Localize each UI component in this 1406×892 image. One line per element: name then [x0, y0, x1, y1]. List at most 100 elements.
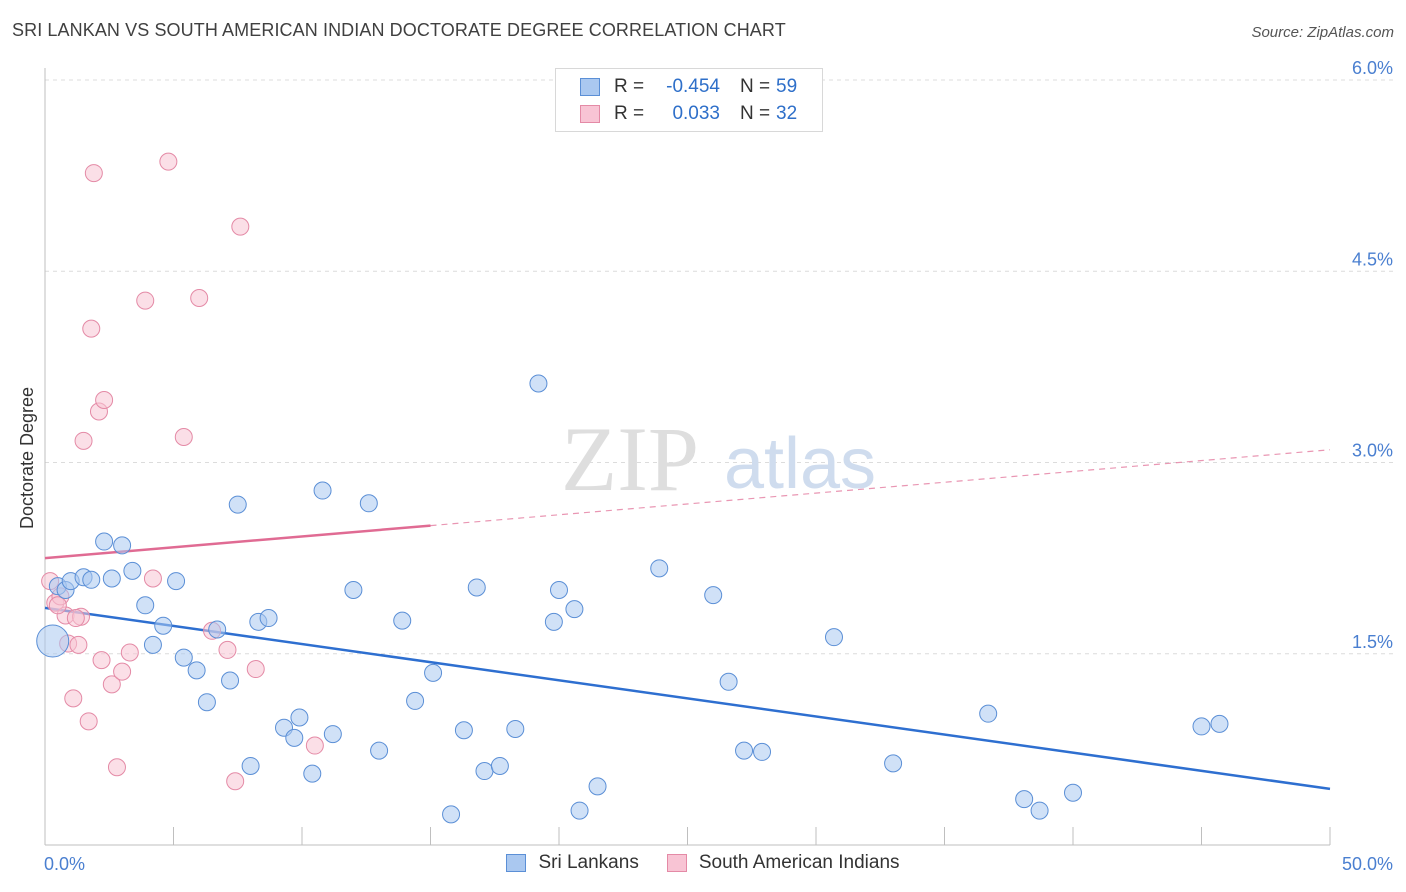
sri-lankan-point: [544, 612, 563, 631]
sri-lankan-point: [506, 719, 525, 738]
sri-lankan-point: [490, 756, 509, 775]
sri-lankan-point: [241, 756, 260, 775]
sri-lankan-point: [82, 570, 101, 589]
x-tick-label-max: 50.0%: [1342, 854, 1393, 874]
sri-lankan-point: [1064, 783, 1082, 802]
legend-row-sri-lankans: R = -0.454 N = 59: [580, 75, 797, 99]
sri-lankan-point: [424, 663, 443, 682]
legend-n-label: N =: [740, 76, 771, 97]
sri-lankan-point: [323, 725, 342, 744]
legend-item-sri-lankans[interactable]: Sri Lankans: [506, 852, 639, 874]
south-american-indian-point: [113, 662, 132, 681]
sri-lankan-point: [228, 495, 247, 514]
x-tick-label-min: 0.0%: [44, 854, 85, 874]
sri-lankan-point: [197, 693, 216, 712]
sri-lankan-point: [102, 569, 121, 588]
sri-lankan-point: [442, 805, 461, 824]
trend-line-dashed: [430, 449, 1331, 527]
sri-lankan-point: [1192, 717, 1211, 736]
sri-lankan-point: [704, 586, 723, 605]
source-label: Source: ZipAtlas.com: [1251, 24, 1394, 41]
sri-lankan-point: [344, 581, 363, 599]
sri-lankan-point: [393, 611, 412, 630]
south-american-indian-point: [69, 635, 88, 654]
sri-lankan-point: [303, 764, 322, 783]
sri-lankan-point: [136, 596, 155, 615]
legend-item-south-american-indians[interactable]: South American Indians: [666, 852, 900, 874]
sri-lankan-point: [113, 536, 132, 555]
sri-lankan-point: [565, 600, 584, 619]
sri-lankan-point: [208, 620, 227, 639]
sri-lankan-point: [753, 742, 772, 761]
south-american-indian-point: [107, 758, 126, 777]
legend-swatch-blue: [506, 854, 527, 872]
y-tick-label: 1.5%: [1352, 632, 1393, 652]
sri-lankan-point: [824, 628, 843, 647]
south-american-indian-point: [174, 428, 193, 446]
y-axis-label: Doctorate Degree: [17, 387, 37, 529]
trend-line-solid: [44, 524, 431, 560]
y-tick-label: 3.0%: [1352, 441, 1393, 461]
south-american-indian-point: [74, 431, 93, 450]
legend-row-south-american-indians: R = 0.033 N = 32: [580, 102, 797, 126]
south-american-indian-point: [79, 712, 98, 731]
sri-lankan-point: [221, 671, 240, 690]
legend-n-value: 59: [776, 76, 798, 97]
sri-lankan-point: [735, 741, 754, 760]
legend-n-value: 32: [776, 103, 798, 124]
sri-lankan-point: [259, 609, 278, 628]
legend-r-value: -0.454: [666, 76, 720, 97]
data-points: [36, 152, 1229, 824]
south-american-indian-point: [136, 291, 155, 310]
south-american-indian-point: [48, 596, 67, 615]
legend-swatch-blue: [580, 78, 600, 96]
trend-line: [44, 606, 1331, 791]
sri-lankan-point: [95, 532, 114, 551]
sri-lankan-point: [313, 481, 332, 500]
sri-lankan-point: [1015, 790, 1034, 809]
chart-title: SRI LANKAN VS SOUTH AMERICAN INDIAN DOCT…: [12, 20, 786, 40]
sri-lankan-point: [979, 704, 998, 723]
sri-lankan-point: [550, 581, 568, 599]
trend-lines: [44, 449, 1331, 791]
sri-lankan-point: [570, 801, 589, 820]
sri-lankan-point: [588, 777, 607, 796]
legend-label: Sri Lankans: [538, 852, 639, 873]
legend-swatch-pink: [580, 105, 600, 123]
y-tick-label: 4.5%: [1352, 249, 1393, 269]
south-american-indian-point: [246, 660, 265, 679]
sri-lankan-point: [290, 708, 309, 727]
sri-lankan-point: [187, 661, 206, 680]
sri-lankan-point: [359, 494, 378, 513]
sri-lankan-point: [154, 616, 173, 635]
watermark-zip: ZIP: [561, 408, 699, 510]
sri-lankan-point: [650, 559, 669, 578]
sri-lankan-point: [370, 741, 389, 760]
south-american-indian-point: [102, 675, 121, 694]
sri-lankan-point: [719, 672, 738, 691]
south-american-indian-point: [66, 609, 85, 628]
sri-lankan-point: [1210, 714, 1229, 733]
south-american-indian-point: [226, 772, 245, 791]
legend-r-label: R =: [614, 76, 645, 97]
south-american-indian-point: [305, 736, 324, 755]
sri-lankan-point: [467, 578, 486, 597]
sri-lankan-point: [174, 648, 193, 667]
sri-lankan-point: [529, 374, 548, 393]
sri-lankan-point: [454, 721, 473, 740]
south-american-indian-point: [64, 689, 83, 708]
stats-legend: R = -0.454 N = 59 R = 0.033 N = 32: [555, 68, 823, 132]
south-american-indian-point: [190, 289, 209, 308]
watermark-atlas: atlas: [724, 424, 876, 504]
sri-lankan-point: [167, 572, 186, 591]
sri-lankan-point: [285, 728, 304, 747]
sri-lankan-point: [884, 754, 903, 773]
south-american-indian-point: [82, 319, 101, 338]
sri-lankan-point: [475, 762, 494, 781]
south-american-indian-point: [84, 164, 103, 183]
south-american-indian-point: [92, 651, 111, 670]
sri-lankan-point: [36, 624, 70, 658]
y-tick-labels: 1.5% 3.0% 4.5% 6.0%: [1352, 58, 1393, 652]
south-american-indian-point: [231, 217, 250, 236]
